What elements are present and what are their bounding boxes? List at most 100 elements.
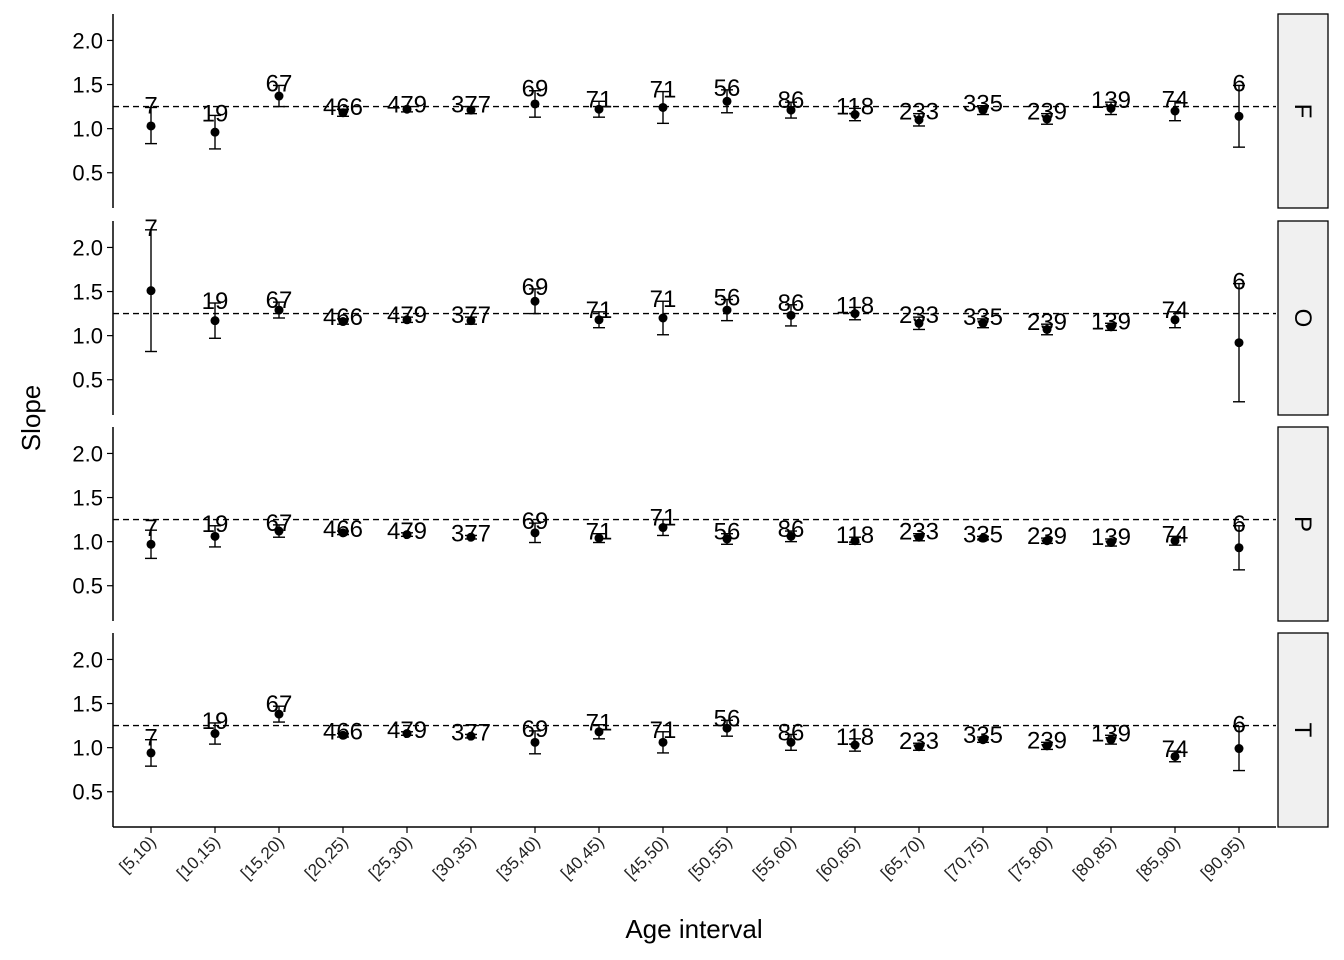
count-label: 71 [650, 77, 677, 104]
facet-strip [1277, 426, 1329, 622]
data-point [274, 709, 284, 719]
count-label: 466 [323, 94, 363, 121]
data-point [1042, 114, 1052, 124]
count-label: 74 [1162, 86, 1189, 113]
count-label: 479 [387, 518, 427, 545]
count-label: 56 [714, 75, 741, 102]
data-point [338, 108, 348, 118]
count-label: 6 [1232, 70, 1245, 97]
data-point [274, 91, 284, 101]
y-tick-label: 1.0 [72, 530, 103, 555]
data-point [1042, 324, 1052, 334]
data-point [1106, 538, 1116, 548]
x-axis-title: Age interval [625, 914, 762, 944]
data-point [914, 742, 924, 752]
data-point [658, 313, 668, 323]
count-label: 139 [1091, 308, 1131, 335]
data-point [1106, 103, 1116, 113]
count-label: 377 [451, 520, 491, 547]
count-label: 239 [1027, 727, 1067, 754]
count-label: 118 [836, 93, 874, 120]
data-point [658, 737, 668, 747]
count-label: 56 [714, 519, 741, 546]
data-point [850, 740, 860, 750]
data-point [402, 315, 412, 325]
y-tick-label: 1.0 [72, 324, 103, 349]
count-label: 6 [1232, 711, 1245, 738]
data-point [722, 305, 732, 315]
y-tick-label: 0.5 [72, 368, 103, 393]
data-point [146, 748, 156, 758]
data-point [146, 286, 156, 296]
data-point [210, 531, 220, 541]
facet-strip-label: O [1289, 309, 1316, 328]
count-label: 67 [266, 510, 293, 537]
y-tick-label: 2.0 [72, 28, 103, 53]
count-label: 233 [899, 519, 939, 546]
y-axis-title: Slope [16, 385, 46, 452]
x-tick-label: [35,40) [493, 832, 544, 883]
data-point [402, 104, 412, 114]
facet-panel-O: 0.5 1.0 1.5 2.0 7 19 67 466 479 377 69 71 71 56 86 118 2… [72, 215, 1329, 416]
count-label: 56 [714, 284, 741, 311]
count-label: 19 [202, 288, 229, 315]
count-label: 7 [144, 725, 157, 752]
data-point [210, 316, 220, 326]
count-label: 335 [963, 722, 1003, 749]
data-point [338, 730, 348, 740]
data-point [594, 104, 604, 114]
y-tick-label: 1.0 [72, 736, 103, 761]
data-point [850, 536, 860, 546]
data-point [786, 310, 796, 320]
count-label: 71 [586, 519, 613, 546]
x-tick-label: [65,70) [877, 832, 928, 883]
count-label: 479 [387, 302, 427, 329]
data-point [978, 318, 988, 328]
data-point [146, 121, 156, 131]
facet-strip [1277, 220, 1329, 416]
data-point [1106, 735, 1116, 745]
x-tick-label: [50,55) [685, 832, 736, 883]
count-label: 71 [586, 710, 613, 737]
facet-panel-F: 0.5 1.0 1.5 2.0 7 19 67 466 479 377 69 71 71 56 86 118 2… [72, 13, 1329, 209]
count-label: 67 [266, 70, 293, 97]
data-point [594, 533, 604, 543]
count-label: 335 [963, 91, 1003, 118]
data-point [850, 110, 860, 120]
data-point [786, 737, 796, 747]
data-point [1170, 106, 1180, 116]
data-point [466, 731, 476, 741]
count-label: 118 [836, 724, 874, 751]
facet-panel-T: 0.5 1.0 1.5 2.0 7 19 67 466 479 377 69 71 71 56 86 118 2… [72, 632, 1329, 828]
count-label: 86 [778, 719, 805, 746]
data-point [210, 729, 220, 739]
count-label: 71 [586, 86, 613, 113]
y-tick-label: 1.5 [72, 73, 103, 98]
x-tick-label: [25,30) [365, 832, 416, 883]
count-label: 377 [451, 92, 491, 119]
data-point [530, 99, 540, 109]
count-label: 7 [144, 515, 157, 542]
x-tick-label: [15,20) [237, 832, 288, 883]
x-tick-label: [45,50) [621, 832, 672, 883]
count-label: 239 [1027, 99, 1067, 126]
count-label: 71 [650, 286, 677, 313]
count-label: 466 [323, 304, 363, 331]
count-label: 233 [899, 728, 939, 755]
x-tick-label: [40,45) [557, 832, 608, 883]
count-label: 19 [202, 100, 229, 127]
data-point [146, 539, 156, 549]
data-point [658, 102, 668, 112]
count-label: 19 [202, 708, 229, 735]
data-point [530, 528, 540, 538]
data-point [466, 105, 476, 115]
data-point [914, 532, 924, 542]
count-label: 233 [899, 302, 939, 329]
count-label: 118 [836, 522, 874, 549]
y-tick-label: 1.5 [72, 692, 103, 717]
count-label: 71 [586, 297, 613, 324]
data-point [1234, 338, 1244, 348]
x-tick-label: [10,15) [173, 832, 224, 883]
count-label: 74 [1162, 297, 1189, 324]
